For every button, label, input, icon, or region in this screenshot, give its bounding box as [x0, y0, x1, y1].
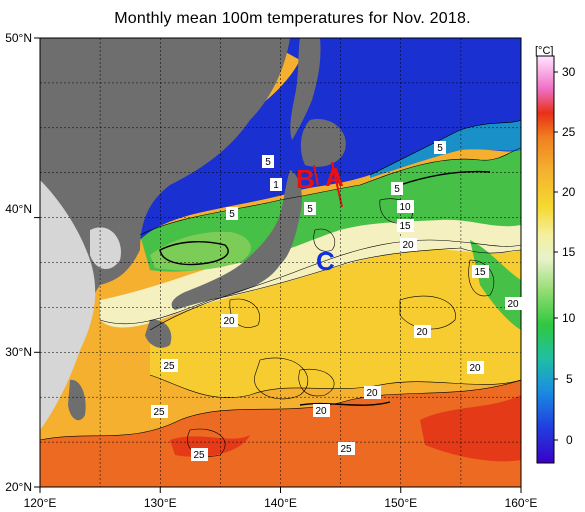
colorbar-unit: [°C]: [535, 45, 553, 57]
graticule: [40, 38, 521, 487]
contour-label: 25: [163, 361, 175, 372]
contour-label: 20: [416, 327, 428, 338]
honshu-land: [171, 170, 302, 310]
contour-label: 20: [223, 316, 235, 327]
x-tick-label: 120°E: [24, 496, 57, 510]
colorbar-tick-label: 25: [562, 125, 576, 139]
colorbar-tick-label: 20: [562, 185, 576, 199]
colorbar-tick-label: 5: [566, 372, 573, 386]
land: [40, 38, 346, 430]
contour-label: 1: [273, 180, 279, 191]
contour-label: 5: [394, 184, 400, 195]
section-label-b: B: [296, 164, 315, 194]
taiwan-land: [68, 379, 86, 421]
y-tick-label: 30°N: [5, 345, 32, 359]
y-tick-label: 20°N: [5, 480, 32, 494]
axis-ticks: [34, 37, 522, 493]
y-tick-label: 50°N: [5, 31, 32, 45]
section-label-a: A: [325, 162, 344, 192]
contour-label: 20: [507, 299, 519, 310]
hokkaido-land: [300, 119, 346, 167]
contour-label: 5: [307, 204, 313, 215]
contour-label: 10: [399, 202, 411, 213]
map-title: Monthly mean 100m temperatures for Nov. …: [114, 10, 471, 27]
contour-label: 5: [229, 209, 235, 220]
contour-label: 15: [399, 221, 411, 232]
colorbar-ramp: [536, 55, 555, 464]
x-tick-label: 160°E: [505, 496, 538, 510]
y-tick-label: 40°N: [5, 202, 32, 216]
colorbar-tick-label: 15: [562, 245, 576, 259]
contour-label: 25: [153, 407, 165, 418]
x-tick-label: 150°E: [384, 496, 417, 510]
contour-label: 5: [437, 143, 443, 154]
contour-labels: 5 5 5 5 1 5 10 15 20 15 20 20 20 20 20 2…: [151, 141, 522, 461]
colorbar: [°C] 30 25 20 15 10 5 0: [535, 45, 576, 464]
contour-label: 20: [366, 388, 378, 399]
warm-core-2: [420, 395, 521, 462]
contour-label: 5: [265, 157, 271, 168]
x-tick-label: 140°E: [264, 496, 297, 510]
section-label-c: C: [316, 246, 335, 276]
contour-label: 20: [315, 406, 327, 417]
colorbar-tick-label: 10: [562, 311, 576, 325]
subtropical-water: [150, 240, 521, 398]
contour-label: 15: [474, 267, 486, 278]
contour-label: 20: [402, 240, 414, 251]
asian-continent-land: [40, 38, 290, 410]
sakhalin-land: [290, 38, 321, 140]
section-line-a: [331, 161, 343, 208]
section-line-b: [313, 164, 319, 186]
contour-label: 20: [469, 363, 481, 374]
china-land: [40, 180, 96, 430]
contour-label: 25: [193, 450, 205, 461]
colorbar-tick-label: 30: [562, 65, 576, 79]
kyushu-land: [145, 319, 172, 348]
warm-core-1: [170, 435, 250, 457]
contour-label: 25: [340, 444, 352, 455]
x-tick-label: 130°E: [144, 496, 177, 510]
coastal-eddy: [150, 231, 251, 271]
korea-land: [90, 227, 121, 270]
colorbar-tick-label: 0: [566, 433, 573, 447]
